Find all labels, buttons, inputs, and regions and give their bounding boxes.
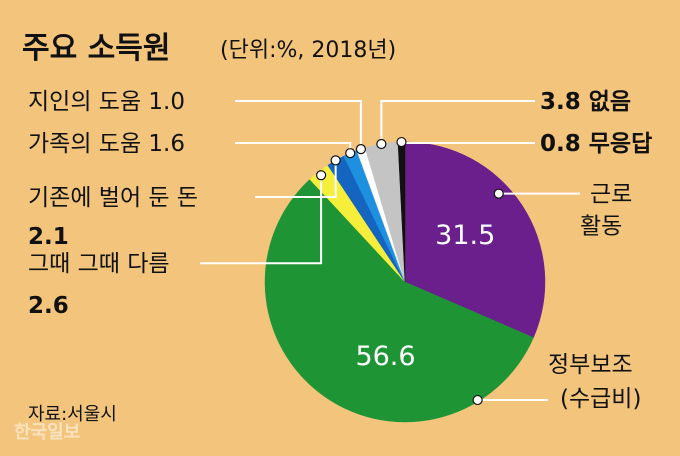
slice-label: 31.5 [435,220,495,251]
leader-lines [200,100,580,406]
leader-line [400,142,535,144]
slice-label: 근로 [590,182,632,208]
slice-label: 0.8 무응답 [540,131,652,157]
leader-dot [396,136,407,148]
slice-label: 지인의 도움 1.0 [28,89,185,115]
leader-line [380,100,535,145]
leader-dot [376,138,387,150]
slice-label: 가족의 도움 1.6 [28,131,185,157]
slice-label: 2.6 [28,293,69,319]
pie-slices [264,141,546,423]
leader-dot [345,148,356,159]
chart-title: 주요 소득원 [22,31,170,66]
leader-dot [355,144,367,155]
leader-line [200,175,323,265]
pie-slice [264,178,534,423]
leader-line [255,160,337,198]
source-note: 자료:서울시 [28,404,117,425]
slice-label: (수급비) [560,386,641,412]
leader-dot [472,394,483,406]
leader-dot [315,170,327,181]
watermark-text: 한국일보 [14,422,80,443]
slice-label: 그때 그때 다름 [28,251,170,277]
pie-slice [404,141,546,338]
leader-line [235,142,352,154]
leader-dot [330,155,341,166]
chart-subtitle: (단위:%, 2018년) [220,38,396,63]
slice-label: 56.6 [355,341,415,372]
leader-line [235,100,362,150]
slice-label: 2.1 [28,224,69,250]
leader-dot [493,188,504,199]
slice-label: 정부보조 [548,352,633,378]
slice-label: 기존에 벌어 둔 돈 [28,185,198,211]
slice-label: 3.8 없음 [540,89,631,115]
slice-label: 활동 [580,214,622,240]
